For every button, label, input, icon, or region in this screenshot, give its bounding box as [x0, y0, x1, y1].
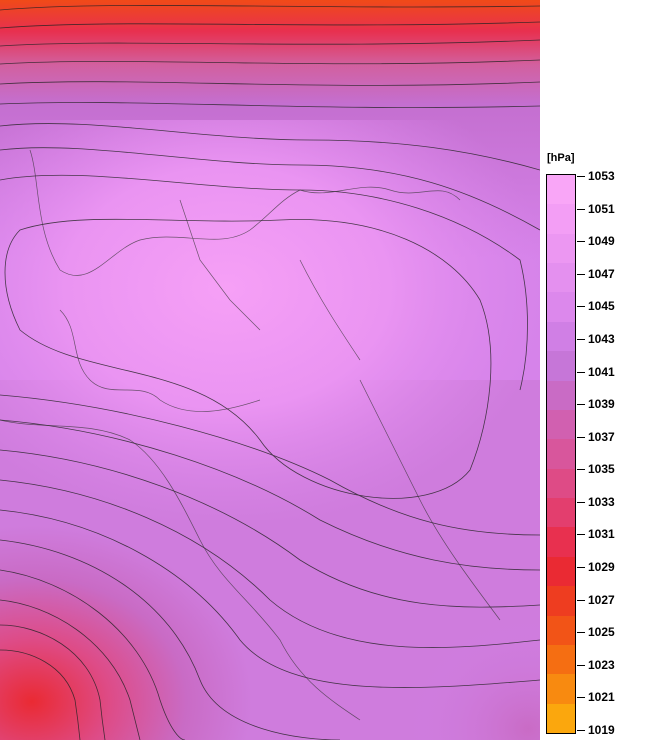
legend-color-band — [547, 615, 575, 646]
legend-tick — [577, 208, 585, 210]
legend-tick-label: 1021 — [588, 690, 615, 705]
legend-color-band — [547, 233, 575, 264]
legend-tick — [577, 501, 585, 503]
legend-tick — [577, 176, 585, 177]
legend-tick-label: 1025 — [588, 625, 615, 640]
legend-color-band — [547, 292, 575, 323]
legend-color-band — [547, 380, 575, 411]
legend-color-band — [547, 644, 575, 675]
legend-color-band — [547, 204, 575, 235]
legend-tick — [577, 599, 585, 601]
legend-tick — [577, 664, 585, 666]
legend-tick — [577, 730, 585, 731]
legend-tick-label: 1029 — [588, 560, 615, 575]
coastlines-and-borders — [0, 149, 501, 721]
legend-color-band — [547, 498, 575, 528]
legend-tick-label: 1023 — [588, 657, 615, 672]
southeast-shading — [300, 520, 540, 740]
legend-tick-label: 1033 — [588, 494, 615, 509]
legend-color-band — [547, 321, 575, 352]
legend-color-band — [547, 703, 575, 734]
legend-tick-label: 1047 — [588, 266, 615, 281]
legend-tick — [577, 632, 585, 634]
legend-tick — [577, 273, 585, 275]
legend-tick — [577, 697, 585, 699]
legend-tick — [577, 241, 585, 243]
legend-color-band — [547, 409, 575, 440]
legend-tick — [577, 338, 585, 340]
legend-tick — [577, 567, 585, 569]
legend-color-band — [547, 351, 575, 382]
legend-tick — [577, 371, 585, 373]
pressure-map — [0, 0, 540, 740]
legend-tick-label: 1043 — [588, 331, 615, 346]
legend-tick-label: 1031 — [588, 527, 615, 542]
legend-color-band — [547, 674, 575, 705]
legend-tick-label: 1049 — [588, 234, 615, 249]
legend-tick — [577, 534, 585, 536]
pressure-legend: [hPa] 1053 1051 1049 1047 1045 1043 1041 1039 10… — [540, 0, 669, 740]
legend-tick — [577, 436, 585, 438]
legend-tick — [577, 469, 585, 471]
legend-tick-label: 1027 — [588, 592, 615, 607]
legend-color-band — [547, 586, 575, 617]
color-scale-bar — [546, 174, 576, 734]
legend-tick — [577, 404, 585, 406]
legend-tick-label: 1041 — [588, 364, 615, 379]
legend-color-band — [547, 439, 575, 470]
legend-color-band — [547, 468, 575, 499]
legend-unit-label: [hPa] — [547, 152, 575, 164]
legend-tick-label: 1035 — [588, 462, 615, 477]
legend-color-band — [547, 556, 575, 587]
legend-tick-label: 1045 — [588, 299, 615, 314]
isobars — [0, 4, 540, 740]
legend-tick-label: 1019 — [588, 723, 615, 737]
legend-tick-label: 1053 — [588, 169, 615, 183]
legend-color-band — [547, 263, 575, 293]
legend-tick-label: 1037 — [588, 429, 615, 444]
legend-tick-label: 1051 — [588, 201, 615, 216]
legend-color-band — [547, 175, 575, 205]
legend-tick-label: 1039 — [588, 397, 615, 412]
legend-color-band — [547, 527, 575, 558]
legend-tick — [577, 306, 585, 308]
